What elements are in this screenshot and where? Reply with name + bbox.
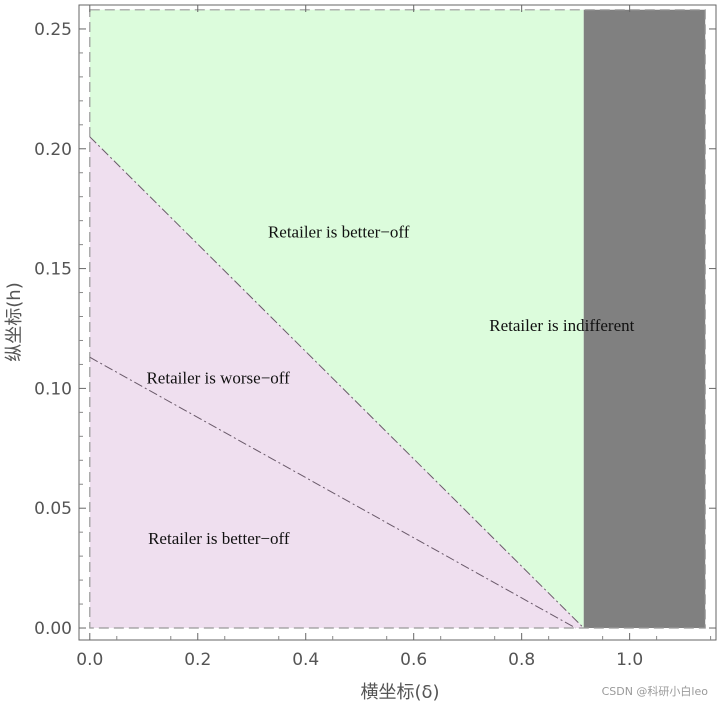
y-tick-label: 0.25	[34, 20, 72, 40]
x-tick-label: 0.8	[508, 650, 535, 670]
x-tick-label: 0.2	[184, 650, 211, 670]
x-tick-label: 0.4	[292, 650, 319, 670]
y-tick-label: 0.20	[34, 140, 72, 160]
y-tick-label: 0.00	[34, 619, 72, 639]
gray-region	[583, 9, 706, 629]
watermark: CSDN @科研小白leo	[602, 684, 709, 698]
region-label: Retailer is better−off	[268, 222, 410, 241]
y-tick-label: 0.10	[34, 379, 72, 399]
lower-boundary	[89, 356, 576, 629]
x-tick-label: 1.0	[616, 650, 643, 670]
x-tick-label: 0.0	[76, 650, 103, 670]
x-tick-label: 0.6	[400, 650, 427, 670]
y-axis: 0.00 0.05 0.10 0.15 0.20 0.25	[34, 20, 716, 639]
y-axis-title: 纵坐标(h)	[4, 282, 25, 361]
x-axis: 0.0 0.2 0.4 0.6 0.8 1.0	[76, 5, 712, 670]
y-tick-label: 0.05	[34, 499, 72, 519]
region-labels: Retailer is better−off Retailer is indiff…	[146, 222, 634, 548]
green-region	[89, 9, 584, 629]
plot-range-outline	[89, 9, 706, 629]
region-label: Retailer is better−off	[148, 529, 290, 548]
region-label: Retailer is indifferent	[489, 316, 634, 335]
y-tick-label: 0.15	[34, 260, 72, 280]
x-axis-title: 横坐标(δ)	[360, 682, 439, 703]
upper-boundary	[89, 136, 585, 629]
region-label: Retailer is worse−off	[146, 369, 290, 388]
plot-frame	[78, 4, 717, 641]
boundaries	[89, 136, 585, 629]
